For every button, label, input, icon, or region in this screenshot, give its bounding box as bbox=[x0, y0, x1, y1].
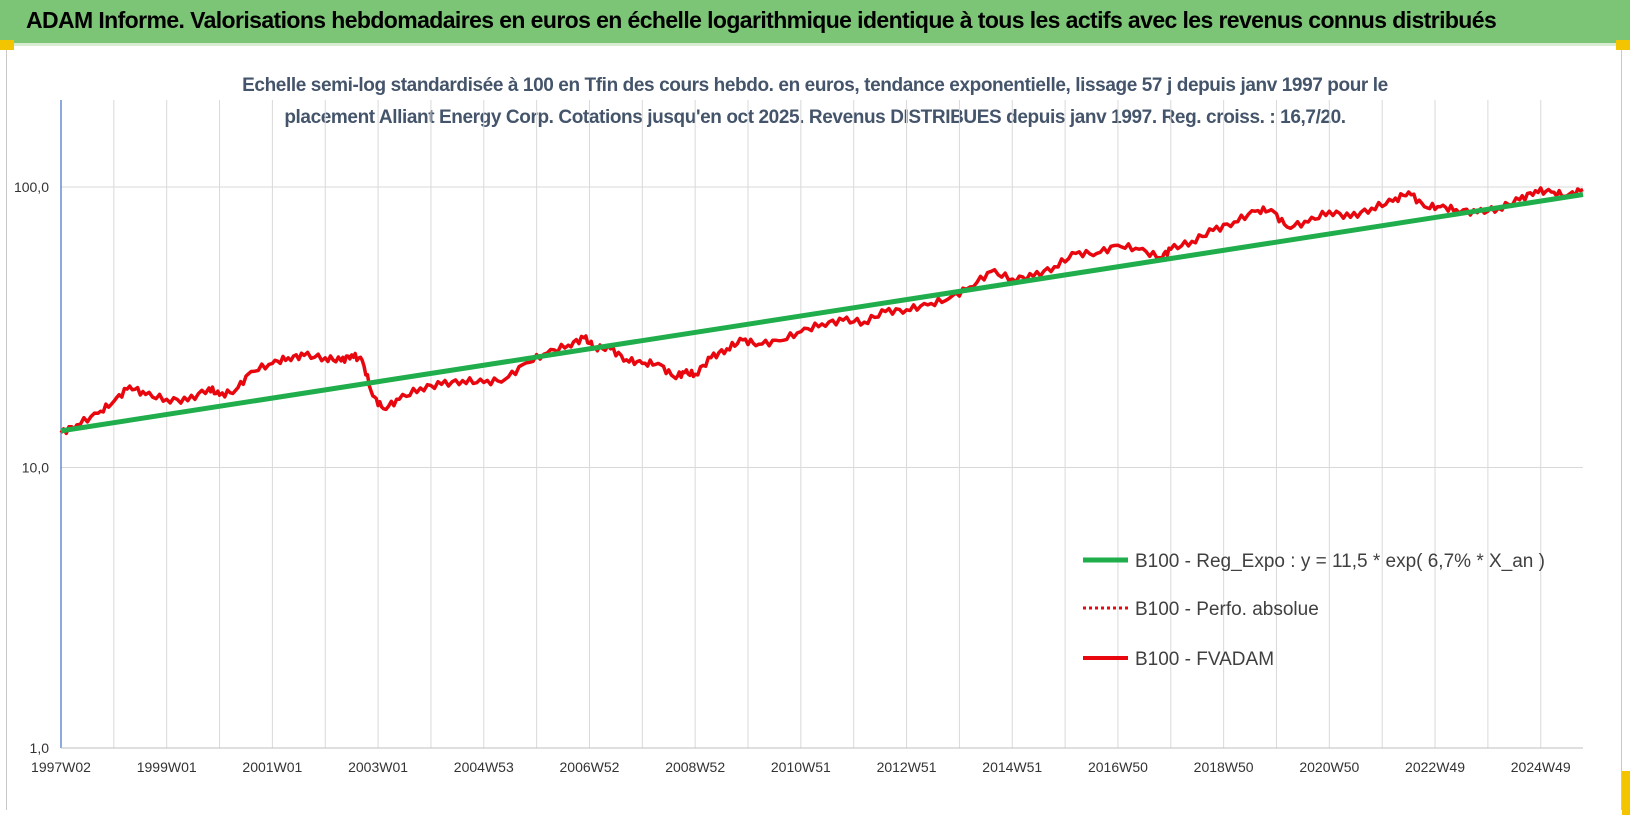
x-tick-label: 2016W50 bbox=[1088, 759, 1148, 775]
corner-marker-bottom-right bbox=[1622, 771, 1630, 815]
x-tick-label: 2012W51 bbox=[877, 759, 937, 775]
x-tick-label: 2018W50 bbox=[1194, 759, 1254, 775]
chart-subtitle-line-2: placement Alliant Energy Corp. Cotations… bbox=[284, 107, 1346, 128]
legend-label: B100 - FVADAM bbox=[1135, 649, 1274, 670]
y-tick-label: 100,0 bbox=[14, 179, 49, 195]
series-fvadam-line bbox=[59, 186, 1584, 436]
x-tick-label: 2008W52 bbox=[665, 759, 725, 775]
report-title: ADAM Informe. Valorisations hebdomadaire… bbox=[26, 7, 1497, 33]
x-tick-label: 2014W51 bbox=[982, 759, 1042, 775]
legend-label: B100 - Perfo. absolue bbox=[1135, 599, 1319, 620]
series-reg-expo-line bbox=[60, 192, 1584, 434]
corner-marker-left bbox=[0, 40, 14, 50]
x-tick-label: 2006W52 bbox=[560, 759, 620, 775]
x-tick-label: 2004W53 bbox=[454, 759, 514, 775]
y-tick-label: 10,0 bbox=[22, 460, 49, 476]
x-tick-label: 2001W01 bbox=[242, 759, 302, 775]
x-tick-label: 2003W01 bbox=[348, 759, 408, 775]
x-tick-label: 2024W49 bbox=[1511, 759, 1571, 775]
y-tick-label: 1,0 bbox=[30, 740, 50, 756]
chart-subtitle: Echelle semi-log standardisée à 100 en T… bbox=[0, 70, 1630, 134]
legend-label: B100 - Reg_Expo : y = 11,5 * exp( 6,7% *… bbox=[1135, 551, 1545, 572]
x-tick-label: 2010W51 bbox=[771, 759, 831, 775]
title-banner: ADAM Informe. Valorisations hebdomadaire… bbox=[0, 0, 1630, 46]
x-tick-label: 2020W50 bbox=[1299, 759, 1359, 775]
x-tick-label: 2022W49 bbox=[1405, 759, 1465, 775]
corner-marker-right bbox=[1616, 40, 1630, 50]
x-tick-label: 1999W01 bbox=[137, 759, 197, 775]
chart-subtitle-line-1: Echelle semi-log standardisée à 100 en T… bbox=[242, 75, 1388, 96]
chart-area bbox=[6, 50, 1622, 810]
x-tick-label: 1997W02 bbox=[31, 759, 91, 775]
